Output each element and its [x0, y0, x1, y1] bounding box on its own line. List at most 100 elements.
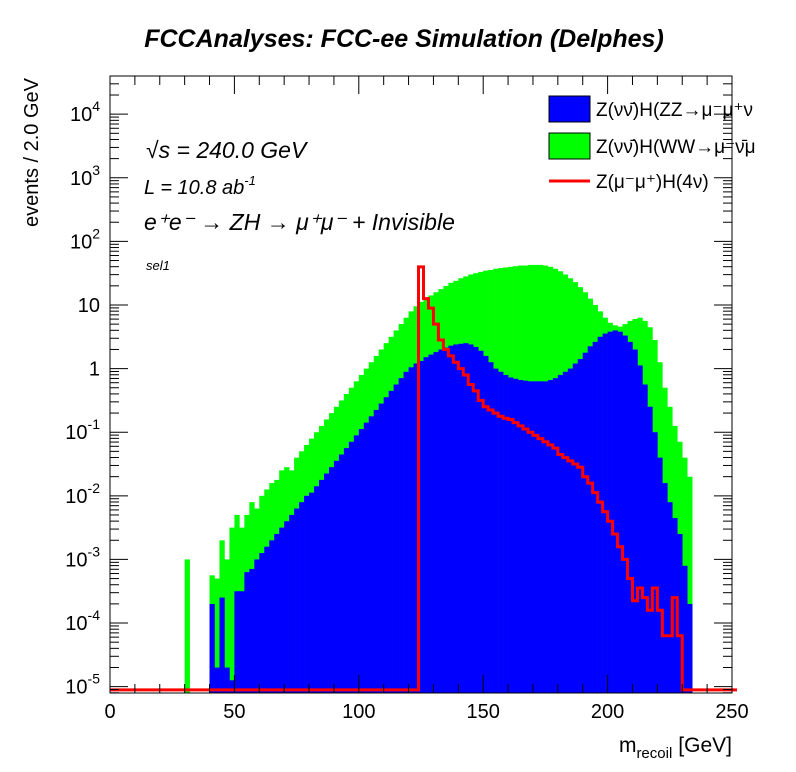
hist-bin [219, 597, 225, 693]
hist-bin [378, 403, 384, 693]
hist-bin [547, 380, 554, 693]
hist-bin [493, 368, 499, 693]
hist-bin [632, 349, 638, 693]
hist-bin [269, 540, 275, 693]
hist-bin [249, 568, 255, 693]
hist-bin [637, 365, 643, 693]
x-tick-label: 250 [715, 701, 748, 723]
hist-bin [532, 381, 539, 693]
hist-bin [388, 390, 394, 693]
hist-bin [473, 346, 479, 693]
hist-bin [358, 429, 365, 693]
y-tick-label: 10-3 [65, 543, 100, 571]
hist-bin [333, 460, 340, 693]
hist-bin [373, 409, 380, 693]
hist-bin [338, 454, 345, 693]
annotation-selection: sel1 [146, 258, 170, 273]
hist-bin [622, 335, 628, 693]
x-tick-label: 0 [104, 701, 115, 723]
x-axis-label-main: m [619, 734, 637, 757]
legend-swatch-ww [548, 132, 591, 160]
hist-bin [318, 479, 325, 693]
annotation-sqrt-s: √s = 240.0 GeV [146, 137, 309, 163]
legend-label-ww: Z(νν̄)H(WW→μ⁻ν̄μ [596, 137, 756, 158]
hist-bin [677, 533, 683, 693]
hist-bin [468, 344, 474, 693]
hist-bin [488, 362, 494, 693]
hist-bin [383, 397, 389, 693]
hist-bin [393, 384, 399, 693]
hist-bin [518, 380, 524, 693]
hist-bin [627, 341, 633, 693]
hist-bin [438, 349, 444, 693]
hist-bin [667, 502, 673, 693]
hist-bin [458, 343, 464, 693]
hist-bin [647, 406, 653, 693]
annotation-luminosity: L = 10.8 ab-1 [144, 173, 256, 199]
histogram-fills [184, 264, 693, 693]
annotations: √s = 240.0 GeV L = 10.8 ab-1 e⁺e⁻ → ZH →… [144, 137, 455, 273]
hist-bin [423, 357, 429, 693]
y-tick-label: 10-4 [65, 607, 100, 635]
legend-label-signal: Z(μ⁻μ⁺)H(4ν) [596, 172, 709, 193]
hist-bin [214, 578, 220, 693]
hist-bin [597, 336, 603, 693]
hist-bin [314, 486, 320, 693]
hist-bin [284, 521, 290, 693]
hist-bin [567, 368, 574, 693]
hist-bin [408, 367, 414, 693]
hist-bin [279, 527, 285, 693]
hist-bin [498, 371, 504, 693]
hist-bin [304, 495, 310, 693]
annotation-process: e⁺e⁻ → ZH → μ⁺μ⁻ + Invisible [144, 209, 455, 235]
hist-bin [353, 435, 360, 693]
x-tick-label: 200 [591, 701, 624, 723]
hist-bin [229, 680, 235, 693]
hist-bin [617, 331, 623, 693]
hist-bin [642, 384, 648, 693]
hist-bin [552, 378, 559, 693]
x-tick-label: 50 [223, 701, 245, 723]
hist-bin [254, 559, 260, 693]
signal-line [110, 265, 737, 692]
hist-bin [259, 553, 265, 693]
hist-bin [542, 381, 549, 693]
annotation-lumi-base: L = 10.8 ab [144, 177, 244, 199]
hist-bin [503, 374, 509, 693]
hist-bin [229, 527, 235, 693]
chart-title: FCCAnalyses: FCC-ee Simulation (Delphes) [144, 25, 664, 53]
hist-bin [264, 546, 270, 693]
hist-bin [662, 483, 668, 693]
y-tick-label: 104 [70, 98, 100, 126]
hist-bin [209, 603, 215, 693]
hist-bin [239, 591, 245, 693]
hist-bin [577, 359, 584, 693]
hist-bin [224, 667, 230, 693]
x-axis-label-unit: [GeV] [678, 734, 732, 757]
y-tick-label: 10-1 [65, 416, 100, 444]
legend-swatch-zz [548, 95, 591, 123]
hist-bin [234, 591, 240, 693]
hist-bin [224, 559, 230, 693]
hist-bin [294, 508, 300, 693]
hist-bin [343, 448, 350, 693]
hist-bin [448, 345, 454, 693]
hist-bin [582, 352, 588, 693]
hist-bin [443, 347, 449, 693]
hist-bin [433, 352, 439, 693]
hist-bin [513, 378, 519, 693]
signal-line-group [110, 265, 737, 692]
plot-frame [109, 75, 733, 694]
y-axis-ticks: 10-5 10-4 10-3 10-2 10-1 1 10 102 103 104 [65, 83, 732, 699]
hist-bin [672, 518, 678, 693]
hist-bin [428, 354, 434, 693]
y-tick-label: 10-2 [65, 480, 100, 508]
hist-bin [309, 492, 315, 693]
hist-bin [602, 333, 608, 693]
legend: Z(νν̄)H(ZZ→μ⁻μ⁺ν Z(νν̄)H(WW→μ⁻ν̄μ Z(μ⁻μ⁺… [548, 95, 756, 193]
hist-bin [612, 330, 618, 693]
hist-bin [687, 476, 693, 693]
hist-bin [587, 346, 593, 693]
hist-bin [368, 416, 375, 693]
